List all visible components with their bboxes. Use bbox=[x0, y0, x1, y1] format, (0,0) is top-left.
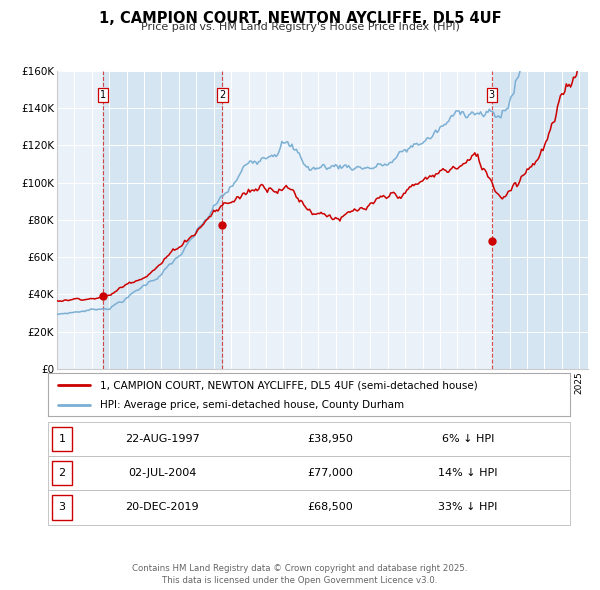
Text: Price paid vs. HM Land Registry's House Price Index (HPI): Price paid vs. HM Land Registry's House … bbox=[140, 22, 460, 32]
Text: 1: 1 bbox=[59, 434, 65, 444]
Text: 22-AUG-1997: 22-AUG-1997 bbox=[125, 434, 199, 444]
Text: £77,000: £77,000 bbox=[307, 468, 353, 478]
Text: 02-JUL-2004: 02-JUL-2004 bbox=[128, 468, 196, 478]
Text: 3: 3 bbox=[59, 503, 65, 512]
Text: 14% ↓ HPI: 14% ↓ HPI bbox=[438, 468, 498, 478]
Bar bbox=[103, 71, 223, 369]
Text: 2: 2 bbox=[59, 468, 65, 478]
Text: 6% ↓ HPI: 6% ↓ HPI bbox=[442, 434, 494, 444]
Text: 1, CAMPION COURT, NEWTON AYCLIFFE, DL5 4UF (semi-detached house): 1, CAMPION COURT, NEWTON AYCLIFFE, DL5 4… bbox=[100, 381, 478, 391]
Text: 1: 1 bbox=[100, 90, 106, 100]
Text: 1, CAMPION COURT, NEWTON AYCLIFFE, DL5 4UF: 1, CAMPION COURT, NEWTON AYCLIFFE, DL5 4… bbox=[98, 11, 502, 25]
Text: Contains HM Land Registry data © Crown copyright and database right 2025.
This d: Contains HM Land Registry data © Crown c… bbox=[132, 565, 468, 585]
Text: HPI: Average price, semi-detached house, County Durham: HPI: Average price, semi-detached house,… bbox=[100, 401, 404, 410]
Text: 2: 2 bbox=[220, 90, 226, 100]
Text: 33% ↓ HPI: 33% ↓ HPI bbox=[439, 503, 497, 512]
Text: £68,500: £68,500 bbox=[307, 503, 353, 512]
Text: £38,950: £38,950 bbox=[307, 434, 353, 444]
Bar bbox=[492, 71, 588, 369]
Text: 20-DEC-2019: 20-DEC-2019 bbox=[125, 503, 199, 512]
Text: 3: 3 bbox=[488, 90, 495, 100]
